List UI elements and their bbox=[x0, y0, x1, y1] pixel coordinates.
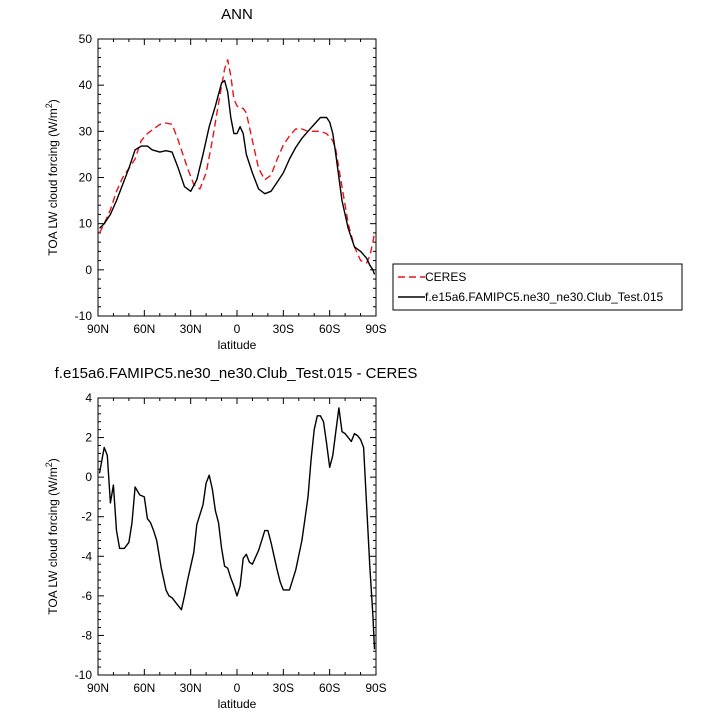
top-x-axis-label: latitude bbox=[218, 338, 257, 352]
top-y-axis-label-sup: 2 bbox=[44, 103, 54, 108]
top-y-axis-label-main: TOA LW cloud forcing (W/m bbox=[46, 108, 60, 256]
top-y-tick-label: 40 bbox=[79, 78, 93, 92]
bottom-chart-title: f.e15a6.FAMIPC5.ne30_ne30.Club_Test.015 … bbox=[55, 365, 418, 382]
legend-entry-0: CERES bbox=[425, 270, 466, 284]
bottom-y-axis-label-sup: 2 bbox=[44, 462, 54, 467]
top-y-axis-label: TOA LW cloud forcing (W/m2) bbox=[44, 99, 60, 256]
top-x-tick-label: 30N bbox=[180, 322, 202, 336]
top-y-tick-label: -10 bbox=[75, 309, 93, 323]
bottom-x-tick-label: 90S bbox=[365, 681, 386, 695]
top-x-tick-label: 30S bbox=[273, 322, 294, 336]
top-x-tick-label: 90S bbox=[365, 322, 386, 336]
bottom-y-tick-label: -2 bbox=[81, 510, 92, 524]
top-panel: 90N 60N 30N 0 30S 60S 90S -10 0 10 20 30 40 50 ANN lati… bbox=[44, 6, 387, 352]
top-plot-frame bbox=[97, 38, 377, 317]
bottom-x-tick-label: 0 bbox=[234, 681, 241, 695]
top-y-tick-label: 20 bbox=[79, 171, 93, 185]
top-series-line-1 bbox=[99, 79, 376, 275]
top-x-tick-label: 90N bbox=[87, 322, 109, 336]
bottom-y-tick-label: 0 bbox=[85, 470, 92, 484]
bottom-y-axis-label: TOA LW cloud forcing (W/m2) bbox=[44, 458, 60, 615]
top-y-tick-label: 0 bbox=[85, 263, 92, 277]
top-x-tick-label: 0 bbox=[234, 322, 241, 336]
bottom-x-axis-label: latitude bbox=[218, 697, 257, 711]
bottom-series-line-0 bbox=[98, 407, 376, 650]
top-y-tick-label: 30 bbox=[79, 124, 93, 138]
legend-entry-1: f.e15a6.FAMIPC5.ne30_ne30.Club_Test.015 bbox=[425, 290, 663, 304]
bottom-y-axis-label-main: TOA LW cloud forcing (W/m bbox=[46, 467, 60, 615]
bottom-x-tick-label: 60S bbox=[319, 681, 340, 695]
bottom-x-tick-label: 30N bbox=[180, 681, 202, 695]
bottom-x-tick-label: 60N bbox=[133, 681, 155, 695]
bottom-y-tick-label: 4 bbox=[85, 391, 92, 405]
top-y-tick-label: 50 bbox=[79, 32, 93, 46]
bottom-panel: 90N 60N 30N 0 30S 60S 90S -10 -8 -6 -4 -2 0 2 4 f.e15a6… bbox=[44, 365, 417, 711]
bottom-x-tick-label: 90N bbox=[87, 681, 109, 695]
top-series-line-0 bbox=[98, 59, 376, 264]
bottom-y-tick-label: -4 bbox=[81, 549, 92, 563]
bottom-y-axis-label-close: ) bbox=[46, 458, 60, 462]
bottom-y-tick-label: 2 bbox=[85, 431, 92, 445]
bottom-y-tick-label: -6 bbox=[81, 589, 92, 603]
bottom-y-tick-label: -10 bbox=[75, 668, 93, 682]
top-x-tick-label: 60N bbox=[133, 322, 155, 336]
bottom-y-tick-label: -8 bbox=[81, 628, 92, 642]
bottom-x-tick-label: 30S bbox=[273, 681, 294, 695]
top-chart-title: ANN bbox=[221, 6, 253, 23]
legend-box bbox=[392, 263, 683, 311]
top-y-tick-label: 10 bbox=[79, 217, 93, 231]
top-x-tick-label: 60S bbox=[319, 322, 340, 336]
legend: CERES f.e15a6.FAMIPC5.ne30_ne30.Club_Test… bbox=[392, 263, 683, 311]
top-y-axis-label-close: ) bbox=[46, 99, 60, 103]
